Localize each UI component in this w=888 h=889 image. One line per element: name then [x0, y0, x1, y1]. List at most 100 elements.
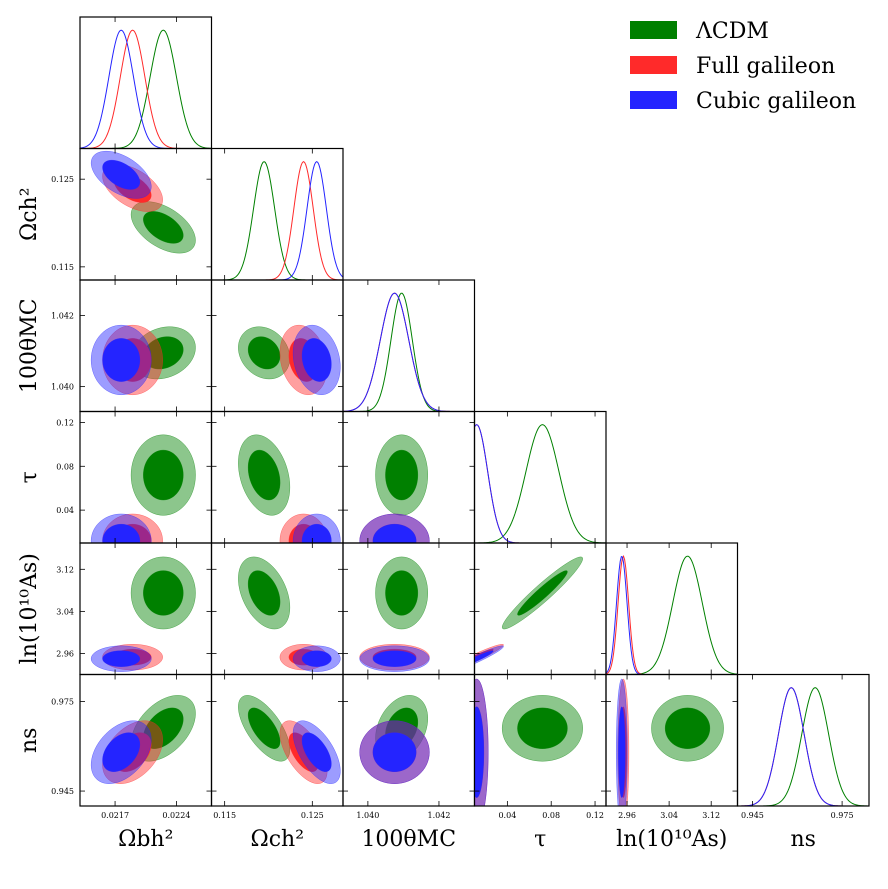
contour-omb-tau-series-2-68	[102, 523, 141, 543]
panel-omc-lnA	[238, 556, 341, 672]
marginal-lnA-series-1	[606, 555, 738, 675]
marginal-tau-series-2	[474, 424, 606, 543]
contour-omc-lnA-series-0-68	[247, 570, 281, 616]
marginal-lnA-series-0	[606, 555, 738, 675]
x-tick-label-tau-2: 0.12	[586, 811, 604, 820]
contour-omb-ns-series-2-68	[102, 732, 141, 772]
x-axis-label-theta: 100θMC	[361, 827, 456, 852]
marginal-lnA-series-2	[606, 555, 738, 675]
x-tick-label-lnA-1: 3.04	[660, 811, 678, 820]
panel-frame-3-4	[473, 542, 607, 676]
x-tick-label-omc-1: 0.125	[301, 811, 324, 820]
y-axis-label-omc: Ωch²	[17, 187, 42, 241]
panel-frame-2-2	[342, 279, 476, 413]
y-tick-label-lnA-2: 3.12	[56, 565, 74, 574]
marginal-theta-series-1	[343, 292, 475, 412]
y-tick-label-theta-0: 1.040	[51, 383, 74, 392]
x-tick-label-theta-0: 1.040	[356, 811, 379, 820]
contour-omb-lnA-series-2-68	[102, 650, 141, 667]
contour-lnA-ns-series-0-68	[664, 707, 711, 749]
panel-lnA-lnA	[606, 555, 738, 675]
panel-omc-ns	[238, 695, 341, 784]
contour-omb-omc-series-0-68	[143, 211, 184, 244]
panel-omc-theta	[238, 324, 341, 396]
contour-omc-theta-series-2-68	[301, 338, 332, 382]
x-tick-label-omc-0: 0.115	[213, 811, 236, 820]
legend-swatch-0	[630, 21, 677, 39]
marginal-theta-series-0	[343, 292, 475, 412]
x-tick-label-lnA-0: 2.96	[618, 811, 636, 820]
panel-frame-1-1	[210, 147, 344, 281]
y-tick-label-ns-0: 0.945	[51, 787, 74, 796]
contour-omc-tau-series-0-68	[247, 449, 281, 501]
panel-omb-lnA	[90, 556, 196, 672]
legend-swatch-2	[630, 91, 677, 109]
panel-omb-omc	[90, 150, 196, 254]
contour-omc-ns-series-2-68	[301, 732, 332, 772]
marginal-ns-series-2	[737, 687, 869, 806]
x-tick-label-tau-0: 0.04	[498, 811, 516, 820]
contour-omc-ns-series-0-68	[247, 707, 281, 749]
contour-omc-lnA-series-2-68	[301, 650, 332, 667]
contour-omb-omc-series-2-68	[102, 159, 141, 190]
marginal-omc-series-0	[211, 161, 343, 280]
panel-theta-lnA	[359, 556, 430, 672]
panel-frame-5-5	[736, 673, 870, 807]
y-tick-label-omc-0: 0.115	[51, 263, 74, 272]
legend-label-1: Full galileon	[696, 54, 835, 79]
contour-omb-ns-series-0-68	[143, 707, 184, 749]
y-tick-label-tau-2: 0.12	[56, 418, 74, 427]
contour-theta-tau-series-2-68	[372, 523, 417, 543]
marginal-ns-series-0	[737, 687, 869, 806]
y-tick-label-omc-1: 0.125	[51, 175, 74, 184]
panel-omc-omc	[211, 161, 343, 280]
y-axis-label-tau: τ	[17, 471, 42, 483]
y-axis-label-ns: ns	[17, 728, 42, 753]
marginal-omb-series-1	[80, 29, 212, 149]
contour-omb-theta-series-0-68	[143, 336, 184, 370]
panel-theta-tau	[359, 434, 430, 543]
panel-tau-lnA	[474, 556, 583, 664]
contour-omb-tau-series-0-68	[143, 449, 184, 501]
y-axis-label-lnA: ln(10¹⁰As)	[17, 553, 42, 664]
panel-lnA-ns	[615, 678, 724, 806]
x-tick-label-theta-1: 1.042	[428, 811, 451, 820]
marginal-tau-series-0	[474, 424, 606, 543]
panel-omb-ns	[90, 695, 196, 784]
y-tick-label-ns-1: 0.975	[51, 697, 74, 706]
panel-theta-theta	[343, 292, 475, 412]
marginal-omc-series-2	[211, 161, 343, 280]
x-axis-label-lnA: ln(10¹⁰As)	[616, 827, 727, 852]
y-tick-label-tau-0: 0.04	[56, 506, 74, 515]
contour-tau-ns-series-2-68	[474, 706, 485, 798]
x-tick-label-omb-1: 0.0224	[162, 811, 190, 820]
y-tick-label-lnA-1: 3.04	[56, 607, 74, 616]
contour-theta-lnA-series-2-68	[372, 650, 417, 667]
panel-frame-3-3	[473, 410, 607, 544]
marginal-theta-series-2	[343, 292, 475, 412]
y-tick-label-theta-1: 1.042	[51, 312, 74, 321]
marginal-omc-series-1	[211, 161, 343, 280]
marginal-omb-series-2	[80, 29, 212, 149]
contour-theta-ns-series-2-68	[372, 732, 417, 772]
contour-omc-tau-series-2-68	[301, 523, 332, 543]
panel-omb-omb	[80, 29, 212, 149]
contour-theta-lnA-series-0-68	[385, 570, 419, 616]
x-tick-label-omb-0: 0.0217	[101, 811, 129, 820]
panel-omb-tau	[90, 434, 196, 543]
x-tick-label-ns-0: 0.945	[741, 811, 764, 820]
panel-ns-ns	[737, 687, 869, 806]
x-axis-label-ns: ns	[791, 827, 816, 852]
marginal-omb-series-0	[80, 29, 212, 149]
contour-theta-tau-series-0-68	[385, 449, 419, 501]
x-axis-label-omc: Ωch²	[250, 827, 304, 852]
panel-tau-ns	[474, 678, 583, 806]
x-axis-label-tau: τ	[534, 827, 546, 852]
marginal-ns-series-1	[737, 687, 869, 806]
panel-omc-tau	[238, 434, 341, 543]
x-tick-label-tau-1: 0.08	[542, 811, 560, 820]
x-axis-label-omb: Ωbh²	[118, 827, 173, 852]
y-axis-label-theta: 100θMC	[17, 298, 42, 393]
